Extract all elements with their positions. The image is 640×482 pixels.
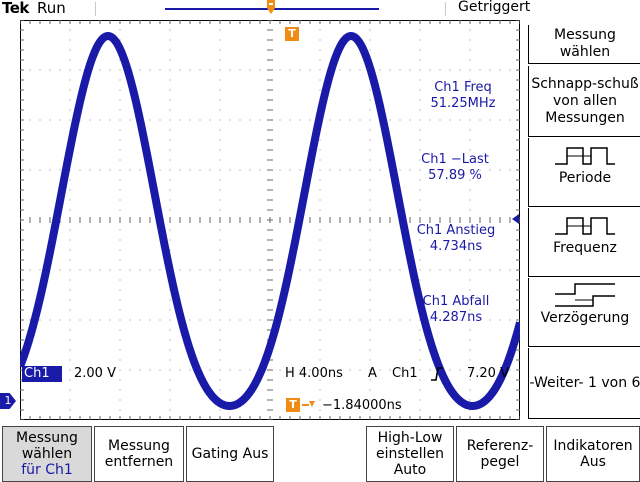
button-label: Schnapp-schuß von allen Messungen	[531, 75, 639, 126]
horizontal-position: −1.84000ns	[322, 398, 402, 413]
more-button[interactable]: -Weiter- 1 von 6	[528, 348, 640, 419]
snapshot-all-button[interactable]: Schnapp-schuß von allen Messungen	[528, 66, 640, 137]
measurement-freq: Ch1 Freq 51.25MHz	[408, 80, 518, 112]
button-label: Frequenz	[553, 240, 617, 256]
acquisition-state: Run	[37, 0, 66, 17]
frequency-pulse-icon	[555, 217, 615, 235]
measurement-rise: Ch1 Anstieg 4.734ns	[398, 223, 514, 255]
period-pulse-icon	[555, 147, 615, 165]
reference-levels-button[interactable]: Referenz-pegel	[456, 426, 544, 482]
select-measurement-button[interactable]: Messung wählen für Ch1	[2, 426, 92, 482]
divider	[445, 2, 446, 16]
button-label: Messung wählen	[16, 430, 78, 462]
channel1-trace	[20, 32, 520, 410]
button-label: Indikatoren Aus	[553, 438, 633, 470]
channel1-badge[interactable]: Ch1	[22, 366, 62, 382]
button-label: Referenz-pegel	[466, 438, 534, 470]
status-bar: Tek Run Getriggert	[0, 0, 640, 20]
indicators-button[interactable]: Indikatoren Aus	[546, 426, 640, 482]
side-menu-title: Messung wählen	[528, 25, 640, 64]
button-label: Gating Aus	[191, 446, 269, 462]
period-button[interactable]: Periode	[528, 138, 640, 207]
rising-edge-icon	[431, 367, 443, 381]
divider	[95, 2, 96, 16]
measurement-neg-duty: Ch1 −Last 57.89 %	[400, 152, 510, 184]
frequency-button[interactable]: Frequenz	[528, 208, 640, 277]
measurement-value: 51.25MHz	[430, 96, 496, 111]
measurement-label: Ch1 Anstieg	[416, 223, 496, 238]
measurement-value: 4.287ns	[429, 310, 483, 325]
trigger-position-icon	[267, 0, 275, 14]
measurement-label: Ch1 −Last	[421, 152, 489, 167]
channel1-ground-marker[interactable]: 1	[0, 393, 16, 409]
remove-measurement-button[interactable]: Messung entfernen	[94, 426, 184, 482]
high-low-setup-button[interactable]: High-Low einstellen Auto	[366, 426, 454, 482]
button-label: -Weiter- 1 von 6	[529, 374, 640, 391]
timebase-readout: H 4.00ns	[285, 366, 343, 381]
delay-pulse-icon	[555, 283, 615, 307]
trigger-status: Getriggert	[458, 0, 531, 15]
arrow-right-icon	[302, 401, 315, 407]
gating-button[interactable]: Gating Aus	[186, 426, 274, 482]
measurement-fall: Ch1 Abfall 4.287ns	[398, 294, 514, 326]
trigger-marker-icon: T	[285, 27, 299, 41]
trigger-level: 7.20 V	[467, 366, 509, 381]
trigger-mode: A	[368, 366, 377, 381]
empty-menu-slot	[276, 426, 364, 482]
button-label: High-Low einstellen Auto	[375, 430, 445, 478]
trigger-offset-marker-icon: T	[286, 398, 300, 412]
measurement-label: Ch1 Freq	[434, 80, 492, 95]
trigger-source: Ch1	[392, 366, 418, 381]
button-sublabel: für Ch1	[21, 462, 73, 478]
button-label: Verzögerung	[540, 310, 630, 326]
brand-logo: Tek	[2, 0, 29, 17]
measurement-value: 57.89 %	[428, 168, 482, 183]
button-label: Periode	[558, 170, 612, 186]
measurement-label: Ch1 Abfall	[422, 294, 490, 309]
measurement-value: 4.734ns	[429, 239, 483, 254]
volts-per-div: 2.00 V	[74, 366, 116, 381]
delay-button[interactable]: Verzögerung	[528, 278, 640, 347]
waveform-display[interactable]	[20, 20, 520, 420]
trigger-level-arrow-icon[interactable]	[512, 214, 519, 224]
button-label: Messung entfernen	[104, 438, 174, 470]
